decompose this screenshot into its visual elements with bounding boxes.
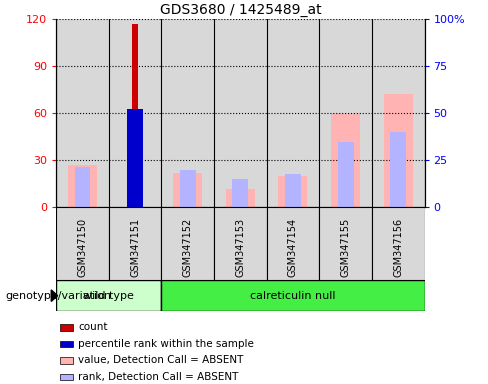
Polygon shape	[51, 290, 58, 301]
Text: GSM347156: GSM347156	[393, 218, 403, 276]
Bar	[226, 189, 255, 207]
Bar	[162, 207, 214, 280]
Bar	[232, 179, 248, 207]
Bar	[60, 324, 73, 331]
Bar	[338, 142, 353, 207]
Bar	[214, 207, 266, 280]
Title: GDS3680 / 1425489_at: GDS3680 / 1425489_at	[160, 3, 321, 17]
Text: genotype/variation: genotype/variation	[5, 291, 111, 301]
Text: percentile rank within the sample: percentile rank within the sample	[78, 339, 254, 349]
Bar	[56, 280, 162, 311]
Bar	[331, 113, 360, 207]
Bar	[132, 24, 138, 207]
Bar	[266, 207, 319, 280]
Bar	[109, 207, 162, 280]
Text: rank, Detection Call = ABSENT: rank, Detection Call = ABSENT	[78, 372, 239, 382]
Bar	[56, 19, 109, 207]
Bar	[319, 19, 372, 207]
Bar	[68, 165, 97, 207]
Bar	[279, 176, 307, 207]
Bar	[60, 341, 73, 347]
Text: count: count	[78, 322, 108, 332]
Bar	[162, 19, 214, 207]
Text: GSM347150: GSM347150	[78, 218, 87, 276]
Text: GSM347151: GSM347151	[130, 218, 140, 276]
Bar	[266, 19, 319, 207]
Bar	[75, 167, 90, 207]
Bar	[390, 132, 406, 207]
Bar	[372, 19, 425, 207]
Bar	[60, 357, 73, 364]
Bar	[214, 19, 266, 207]
Bar	[372, 207, 425, 280]
Bar	[384, 94, 413, 207]
Text: GSM347153: GSM347153	[235, 218, 245, 276]
Text: value, Detection Call = ABSENT: value, Detection Call = ABSENT	[78, 356, 244, 366]
Bar	[285, 174, 301, 207]
Bar	[180, 170, 196, 207]
Bar	[127, 109, 143, 207]
Bar	[56, 207, 109, 280]
Bar	[162, 280, 425, 311]
Text: GSM347152: GSM347152	[183, 217, 193, 276]
Text: GSM347154: GSM347154	[288, 218, 298, 276]
Bar	[319, 207, 372, 280]
Bar	[109, 19, 162, 207]
Text: GSM347155: GSM347155	[341, 217, 350, 276]
Text: wild type: wild type	[83, 291, 134, 301]
Text: calreticulin null: calreticulin null	[250, 291, 336, 301]
Bar	[60, 374, 73, 381]
Bar	[173, 173, 202, 207]
